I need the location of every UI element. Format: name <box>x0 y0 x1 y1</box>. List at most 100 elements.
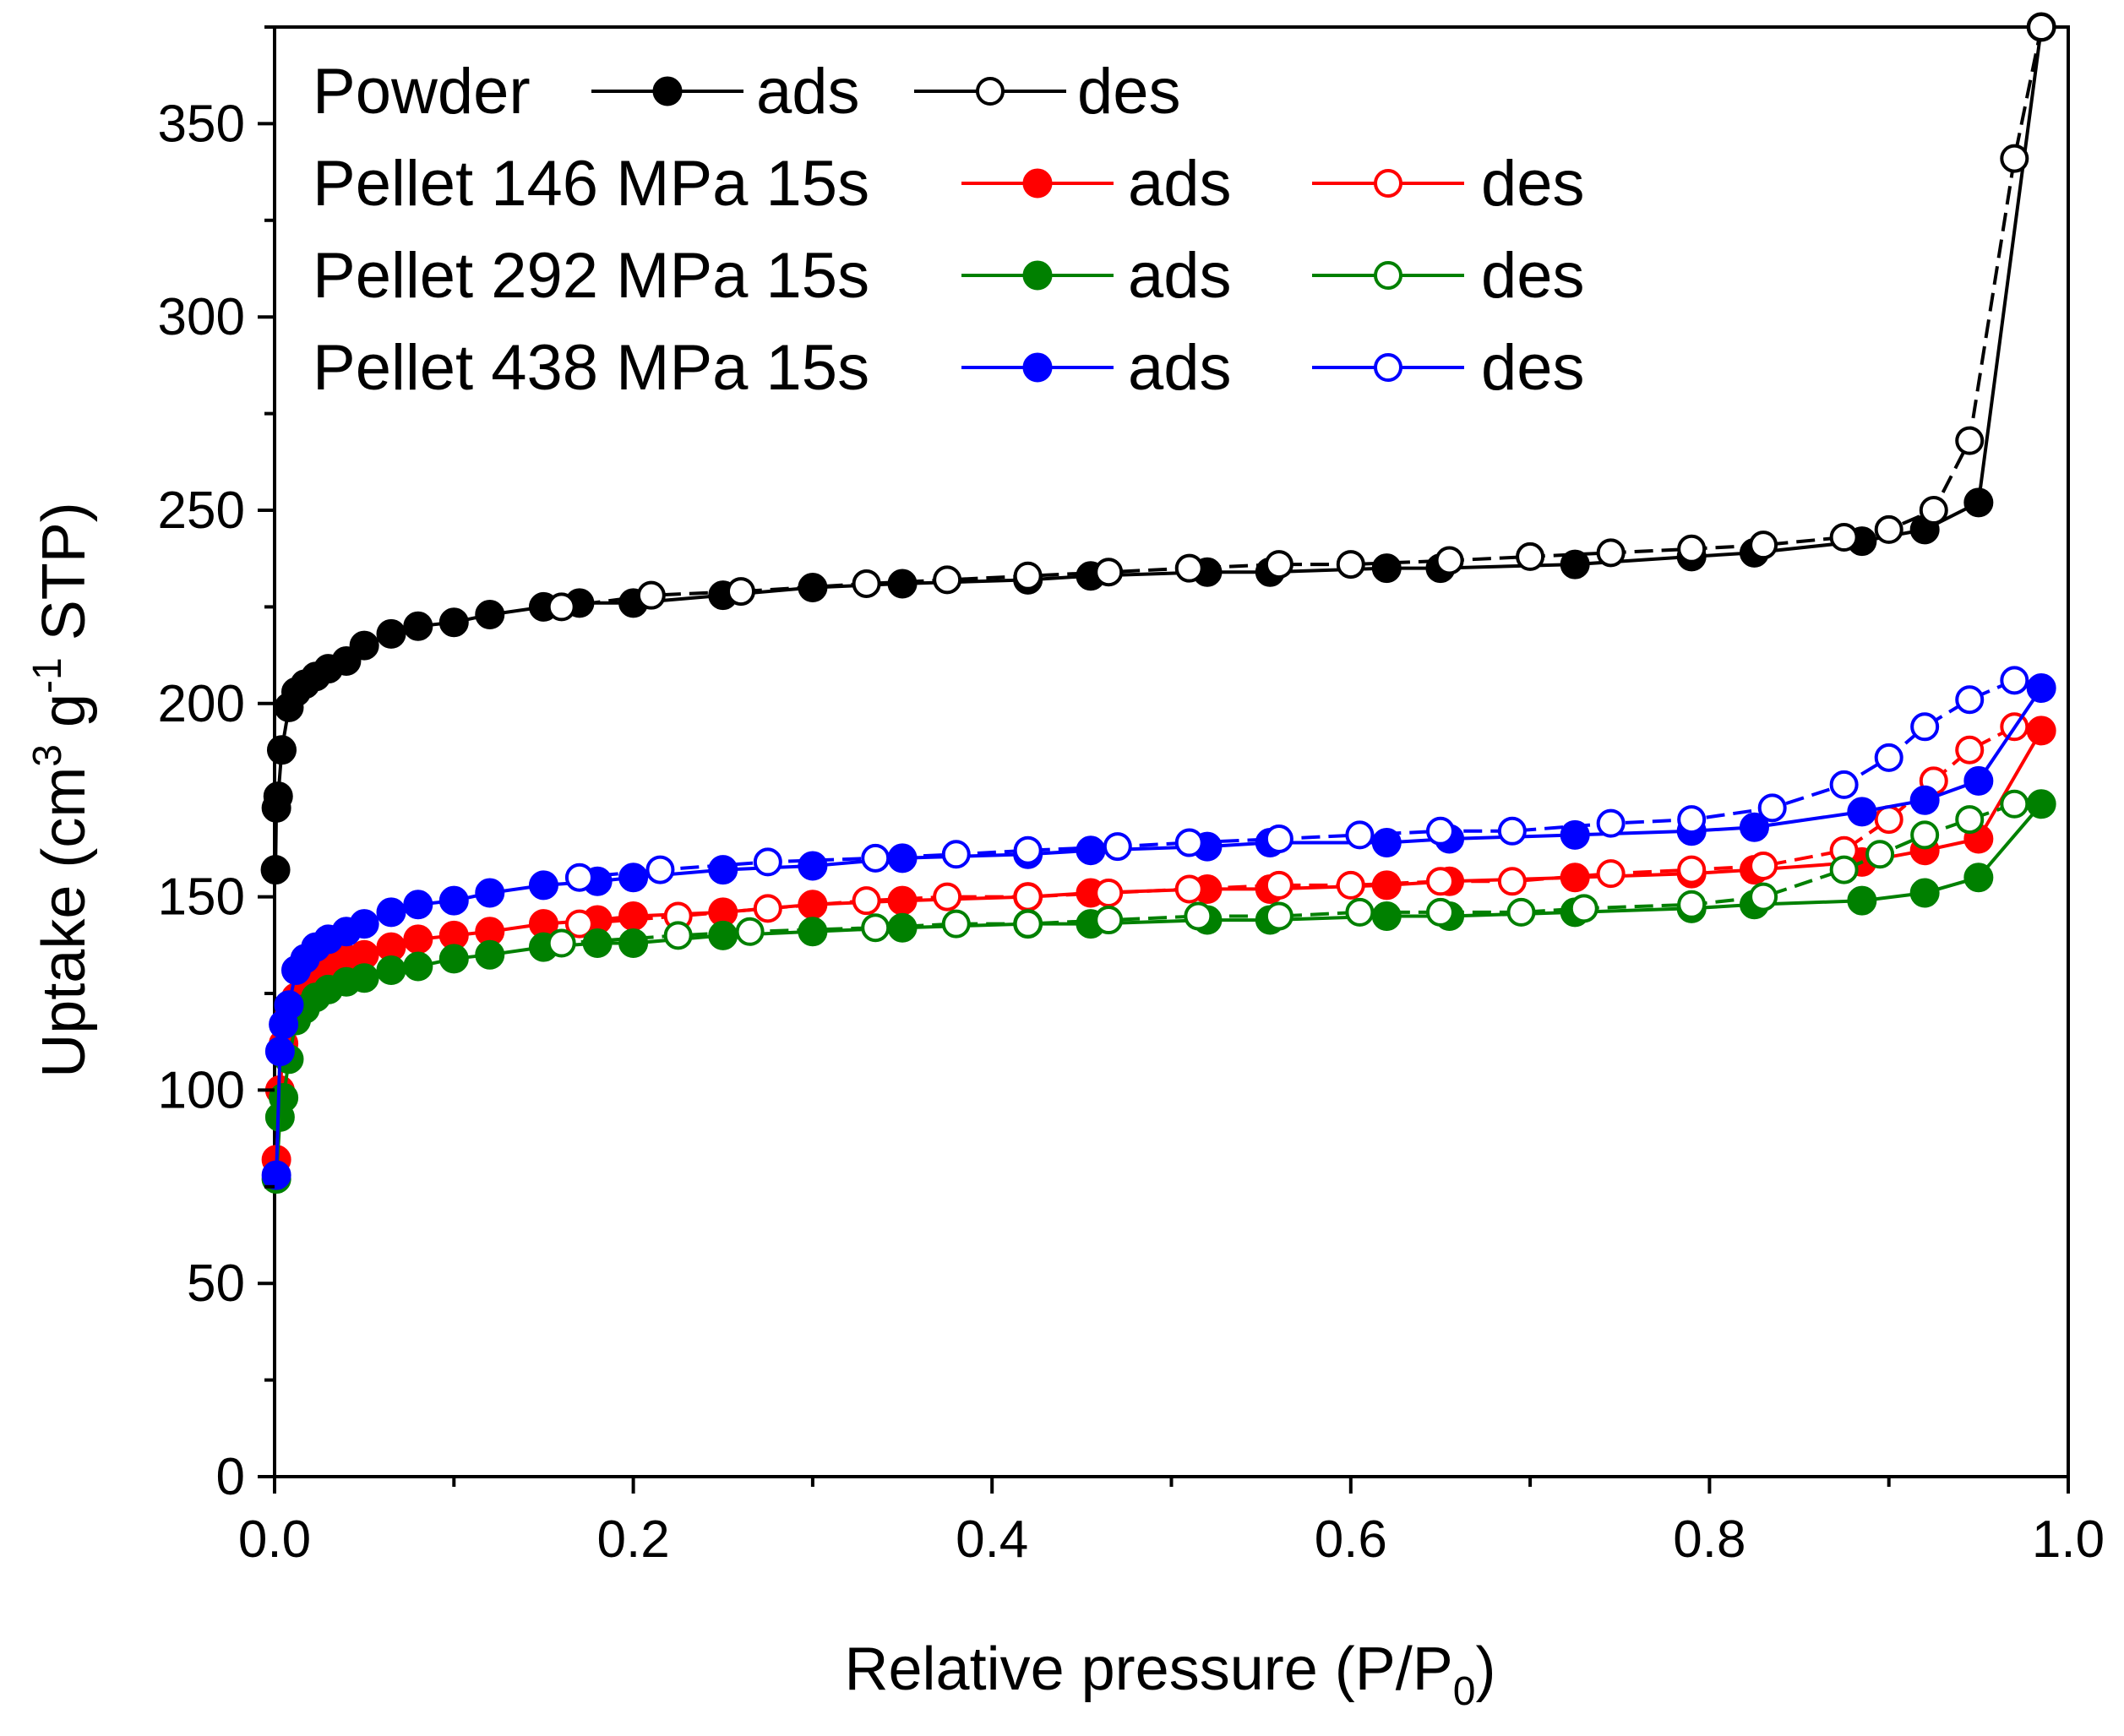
data-point <box>1094 879 1124 908</box>
data-point <box>1963 487 1994 518</box>
data-point <box>1516 541 1545 571</box>
data-point <box>1264 870 1293 900</box>
data-point <box>1174 553 1204 583</box>
data-point <box>1076 835 1106 866</box>
legend-ads-label: ads <box>1128 240 1232 312</box>
data-point <box>1847 885 1877 916</box>
data-point <box>261 1160 291 1190</box>
legend-ads-marker <box>652 76 683 106</box>
y-tick-label: 250 <box>158 482 245 540</box>
data-point <box>264 1037 295 1067</box>
data-point <box>403 924 433 955</box>
data-point <box>1829 855 1859 884</box>
data-point <box>941 840 971 869</box>
data-point <box>1865 840 1895 869</box>
data-point <box>260 855 291 885</box>
data-point <box>582 928 613 959</box>
legend-ads-marker <box>1022 260 1053 291</box>
legend-ads-label: ads <box>1128 332 1232 404</box>
x-tick-label: 0.4 <box>956 1510 1028 1569</box>
y-tick-label: 150 <box>158 868 245 927</box>
data-point <box>1569 894 1598 923</box>
data-point <box>349 909 379 939</box>
data-point <box>1874 805 1903 835</box>
data-point <box>349 963 379 993</box>
series-line <box>579 725 2016 926</box>
data-point <box>1336 870 1365 900</box>
legend-row: Pellet 292 MPa 15s ads des <box>313 240 1585 312</box>
data-point <box>2026 789 2056 819</box>
y-axis-title: Uptake (cm3 g-1 STP) <box>25 502 98 1078</box>
legend-des-label: des <box>1481 332 1585 404</box>
y-tick-label: 300 <box>158 288 245 346</box>
x-tick-label: 0.2 <box>596 1510 669 1569</box>
x-tick-label: 0.6 <box>1315 1510 1387 1569</box>
data-point <box>1739 812 1769 842</box>
data-point <box>933 882 962 912</box>
y-tick-label: 50 <box>187 1254 245 1313</box>
data-point <box>1345 897 1375 927</box>
data-point <box>1963 863 1994 893</box>
legend-des-label: des <box>1077 56 1181 128</box>
data-point <box>645 855 675 884</box>
legend-des-marker <box>1374 261 1402 290</box>
data-point <box>861 913 890 943</box>
data-point <box>1094 906 1124 935</box>
data-point <box>2000 789 2029 819</box>
data-point <box>1677 855 1707 884</box>
data-point <box>1963 765 1994 796</box>
y-tick-label: 100 <box>158 1061 245 1119</box>
data-point <box>726 577 755 607</box>
data-point <box>376 955 406 986</box>
y-tick-label: 200 <box>158 675 245 733</box>
data-point <box>1910 712 1940 742</box>
data-point <box>735 917 765 946</box>
legend-ads-label: ads <box>1128 148 1232 220</box>
data-point <box>1596 808 1626 838</box>
legend-ads-label: ads <box>756 56 860 128</box>
data-point <box>1264 550 1293 580</box>
data-point <box>1013 561 1043 590</box>
legend-des-label: des <box>1481 240 1585 312</box>
x-tick-label: 0.0 <box>238 1510 311 1569</box>
data-point <box>1560 819 1590 850</box>
data-point <box>1910 820 1940 850</box>
data-point <box>2027 13 2056 41</box>
data-point <box>403 890 433 920</box>
data-point <box>438 885 469 916</box>
legend-series-name: Pellet 292 MPa 15s <box>313 240 869 312</box>
data-point <box>564 909 594 939</box>
data-point <box>1596 859 1626 889</box>
legend-des-marker <box>976 77 1005 106</box>
data-point <box>2026 716 2056 746</box>
data-point <box>1955 685 1985 715</box>
data-point <box>528 870 558 901</box>
data-point <box>1103 832 1132 862</box>
data-point <box>1264 824 1293 853</box>
x-axis-title: Relative pressure (P/P0) <box>845 1635 1496 1714</box>
data-point <box>1174 874 1204 904</box>
data-point <box>263 781 293 812</box>
data-point <box>1371 901 1402 931</box>
data-point <box>1677 534 1707 563</box>
data-point <box>1425 897 1455 927</box>
data-point <box>1677 890 1707 919</box>
data-point <box>618 928 649 959</box>
data-point <box>753 847 782 877</box>
data-point <box>1184 901 1213 931</box>
data-point <box>475 878 505 908</box>
data-point <box>852 886 881 916</box>
data-point <box>1345 820 1375 850</box>
data-point <box>708 855 738 885</box>
legend-row: Pellet 438 MPa 15s ads des <box>313 332 1585 404</box>
data-point <box>798 851 828 881</box>
legend-series-name: Pellet 438 MPa 15s <box>313 332 869 404</box>
data-point <box>1749 882 1778 912</box>
data-point <box>403 951 433 982</box>
series-line <box>275 803 2043 1179</box>
data-point <box>618 901 649 931</box>
data-point <box>564 863 594 892</box>
series-5 <box>547 789 2029 958</box>
series-layer <box>260 12 2056 1195</box>
